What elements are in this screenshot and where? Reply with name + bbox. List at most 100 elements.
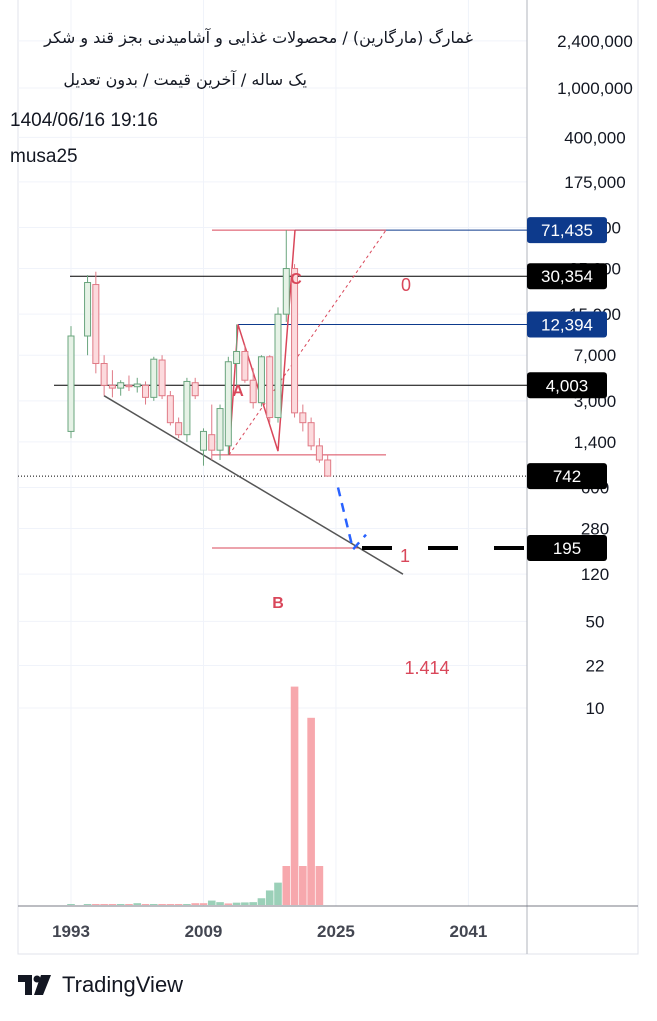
- candle-body: [191, 382, 199, 397]
- y-tick-label: 1,400: [574, 433, 617, 452]
- x-tick-label: 1993: [52, 922, 90, 941]
- axis-layer: 2,400,0001,000,000400,000175,00075,00035…: [18, 0, 638, 954]
- volume-bar: [257, 898, 266, 905]
- candle-body: [324, 459, 332, 477]
- x-tick-label: 2009: [185, 922, 223, 941]
- candle-body: [183, 380, 191, 436]
- wave-label-a: A: [232, 383, 244, 400]
- volume-bar: [100, 904, 108, 905]
- candle-body: [299, 412, 307, 424]
- volume-bar: [299, 866, 307, 905]
- candle-body: [199, 430, 207, 451]
- price-badge-label: 71,435: [541, 221, 593, 240]
- volume-bar: [265, 890, 274, 905]
- y-tick-label: 120: [581, 565, 609, 584]
- volume-bar: [150, 904, 158, 905]
- y-tick-label: 10: [586, 699, 605, 718]
- volume-bar: [174, 904, 183, 905]
- volume-bar: [207, 900, 216, 905]
- price-badge-bg: [527, 372, 607, 399]
- candle-body: [125, 384, 133, 388]
- candle-body: [100, 363, 108, 386]
- price-badge: 12,394: [527, 311, 607, 338]
- snapshot-datetime: 1404/06/16 19:16: [10, 110, 158, 131]
- price-badge: 742: [527, 463, 607, 490]
- candle-body: [117, 382, 125, 389]
- candle-body: [307, 422, 315, 447]
- fib-label-1: 1: [400, 546, 410, 566]
- volume-bar: [116, 904, 125, 905]
- price-badge-label: 742: [553, 467, 581, 486]
- volume-bar: [282, 866, 291, 905]
- author-name: musa25: [10, 146, 78, 167]
- volume-bar: [241, 902, 249, 905]
- volume-bar: [158, 904, 166, 905]
- wave-label-b: B: [272, 595, 284, 612]
- label-layer: A B C 0 1 1.414 71,435 30,354 12,394 4,003 742 195: [232, 217, 607, 678]
- price-badge: 71,435: [527, 217, 607, 244]
- price-badge: 195: [527, 535, 607, 562]
- price-badge-label: 4,003: [546, 376, 589, 395]
- price-badge-label: 195: [553, 539, 581, 558]
- candle-layer: [67, 230, 332, 477]
- y-tick-label: 50: [586, 612, 605, 631]
- price-badge: 30,354: [527, 263, 607, 290]
- candle-body: [133, 383, 141, 388]
- volume-bar: [315, 866, 324, 905]
- volume-bar: [274, 882, 282, 905]
- y-tick-label: 280: [581, 520, 609, 539]
- volume-bar: [67, 904, 75, 905]
- chart-settings-line: یک ساله / آخرین قیمت / بدون تعدیل: [63, 70, 307, 89]
- volume-layer: [67, 686, 324, 905]
- candle-body: [315, 445, 323, 461]
- candle-body: [224, 361, 232, 447]
- tradingview-logo[interactable]: TradingView: [18, 972, 183, 998]
- candle-body: [175, 422, 183, 436]
- volume-bar: [83, 904, 92, 905]
- candle-body: [67, 335, 75, 432]
- candle-body: [266, 356, 274, 419]
- tradingview-logo-icon: [18, 975, 51, 995]
- projection-path: [336, 487, 367, 553]
- x-tick-label: 2025: [317, 922, 355, 941]
- fib-label-1414: 1.414: [404, 658, 449, 678]
- volume-bar: [290, 686, 299, 905]
- candle-body: [84, 282, 92, 337]
- y-tick-label: 400,000: [564, 128, 625, 147]
- candle-body: [241, 350, 249, 381]
- volume-bar: [216, 902, 224, 905]
- volume-bar: [183, 904, 191, 905]
- price-badge-bg: [527, 263, 607, 290]
- candle-body: [291, 268, 299, 414]
- candle-body: [282, 268, 290, 315]
- candle-body: [158, 359, 166, 397]
- volume-bar: [307, 717, 315, 905]
- candle-body: [166, 395, 174, 424]
- x-tick-label: 2041: [450, 922, 488, 941]
- abc-wave-path: [228, 230, 296, 455]
- candle-body: [274, 313, 282, 419]
- y-tick-label: 1,000,000: [557, 79, 633, 98]
- volume-bar: [224, 903, 233, 905]
- candle-body: [216, 408, 224, 451]
- y-tick-label: 22: [586, 657, 605, 676]
- candle-body: [108, 384, 116, 389]
- fib-trend-diagonal: [228, 229, 387, 456]
- trendline: [103, 395, 404, 575]
- price-badge-bg: [527, 535, 607, 562]
- price-badge-bg: [527, 217, 607, 244]
- tradingview-logo-text: TradingView: [62, 972, 184, 997]
- volume-bar: [92, 904, 100, 905]
- volume-bar: [232, 902, 241, 905]
- candle-body: [142, 384, 150, 398]
- drawing-layer: [18, 229, 527, 575]
- price-badge-bg: [527, 311, 607, 338]
- volume-bar: [125, 904, 133, 905]
- wave-label-c: C: [290, 271, 302, 288]
- candle-body: [249, 379, 257, 404]
- volume-bar: [108, 904, 117, 905]
- volume-bar: [249, 902, 257, 905]
- price-badge-bg: [527, 463, 607, 490]
- y-tick-label: 175,000: [564, 173, 625, 192]
